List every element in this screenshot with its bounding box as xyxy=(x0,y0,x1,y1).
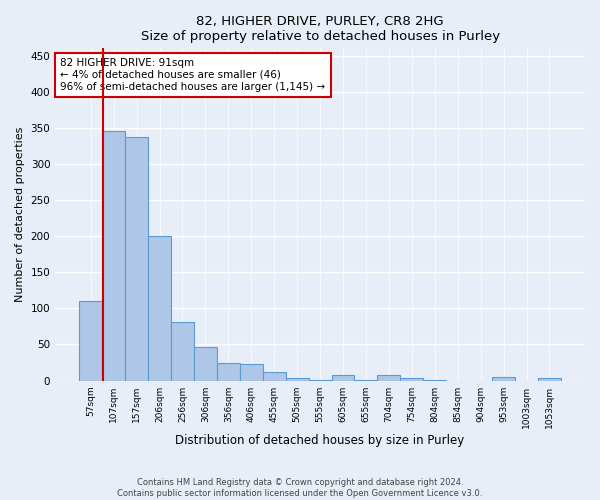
Bar xyxy=(79,301,102,380)
Y-axis label: Number of detached properties: Number of detached properties xyxy=(15,127,25,302)
Bar xyxy=(492,377,515,380)
Bar xyxy=(263,372,286,380)
Bar xyxy=(102,132,125,380)
Bar xyxy=(217,363,240,380)
Bar xyxy=(240,364,263,380)
Bar xyxy=(286,378,308,380)
Bar xyxy=(538,378,561,380)
Bar xyxy=(125,137,148,380)
Bar xyxy=(400,378,423,380)
Text: Contains HM Land Registry data © Crown copyright and database right 2024.
Contai: Contains HM Land Registry data © Crown c… xyxy=(118,478,482,498)
Bar xyxy=(171,322,194,380)
X-axis label: Distribution of detached houses by size in Purley: Distribution of detached houses by size … xyxy=(175,434,465,448)
Bar xyxy=(332,375,355,380)
Bar xyxy=(377,375,400,380)
Title: 82, HIGHER DRIVE, PURLEY, CR8 2HG
Size of property relative to detached houses i: 82, HIGHER DRIVE, PURLEY, CR8 2HG Size o… xyxy=(140,15,500,43)
Bar xyxy=(148,236,171,380)
Text: 82 HIGHER DRIVE: 91sqm
← 4% of detached houses are smaller (46)
96% of semi-deta: 82 HIGHER DRIVE: 91sqm ← 4% of detached … xyxy=(61,58,326,92)
Bar xyxy=(194,348,217,380)
